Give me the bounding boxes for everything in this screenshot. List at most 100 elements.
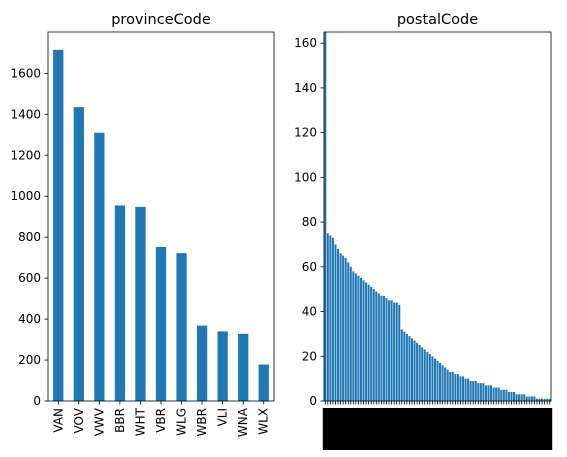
postal-x-tick-label-mark [332,408,338,450]
postal-x-tick-label-mark [404,408,410,450]
postal-x-tick-label-mark [386,408,392,450]
postal-bar [428,354,431,401]
postal-bar [324,32,327,401]
postal-bar [431,356,434,401]
postal-x-tick-label-mark [480,408,486,450]
postal-y-tick-label: 140 [294,81,317,95]
postal-bar [444,367,447,401]
postal-bar [541,398,544,401]
province-x-tick-label: WHT [133,407,147,436]
postal-x-tick-label-mark [491,408,497,450]
postal-x-tick-label-mark [340,408,346,450]
province-chart-title: provinceCode [111,12,211,28]
province-x-tick-label: BBR [113,408,127,433]
postal-bar [357,275,360,401]
postal-x-tick-label-mark [493,408,499,450]
postal-x-tick-label-mark [516,408,522,450]
postal-bar [500,389,503,401]
province-y-tick-label: 600 [18,271,41,285]
postal-bar [377,293,380,401]
postal-bar [548,398,551,401]
postal-x-tick-label-mark [437,408,443,450]
postal-x-tick-label-mark [424,408,430,450]
postal-x-tick-label-mark [470,408,476,450]
postal-bar [362,280,365,401]
postal-x-tick-label-mark [343,408,349,450]
postal-x-tick-label-mark [358,408,364,450]
postal-x-tick-label-mark [498,408,504,450]
postal-bar [482,383,485,401]
postal-x-tick-label-mark [544,408,550,450]
postal-bar [449,371,452,401]
postal-bar [395,302,398,401]
postal-bar [405,333,408,401]
province-bar [94,132,105,402]
postal-x-tick-label-mark [345,408,351,450]
postal-bar [426,351,429,401]
postal-bar [487,385,490,401]
province-x-tick-label: WLX [257,408,271,435]
postal-bar [388,300,391,401]
postal-bar [502,389,505,401]
postal-x-tick-label-mark [519,408,525,450]
postal-x-tick-label-mark [381,408,387,450]
postal-x-tick-label-mark [542,408,548,450]
postal-bar [515,394,518,401]
postal-bar [518,394,521,401]
postal-x-tick-label-mark [468,408,474,450]
postal-x-tick-label-mark [391,408,397,450]
postal-x-tick-label-mark [399,408,405,450]
postal-x-tick-label-mark [435,408,440,450]
postal-y-tick-label: 0 [309,394,317,408]
postal-bar [418,345,421,401]
postal-axes-frame [323,31,552,402]
postal-x-tick-label-mark [394,408,400,450]
postal-x-tick-label-mark [417,408,423,450]
postal-x-tick-label-mark [322,408,328,450]
postal-x-tick-label-mark [422,408,428,450]
postal-x-tick-label-mark [455,408,461,450]
postal-bar [538,398,541,401]
postal-bar [543,398,546,401]
postal-x-tick-label-mark [429,408,435,450]
postal-y-tick-label: 60 [302,260,317,274]
postal-bar [436,360,439,401]
postal-bar [451,371,454,401]
postal-x-tick-label-mark [355,408,361,450]
postal-bar [354,273,357,401]
postal-bar [349,266,352,401]
province-axes-frame [47,31,275,402]
postal-x-tick-label-mark [506,408,512,450]
postal-x-tick-label-mark [488,408,494,450]
postal-bar [505,389,508,401]
postal-x-tick-label-mark [503,408,509,450]
postal-x-tick-label-mark [450,408,456,450]
province-bar [238,333,249,401]
postal-bar [342,255,345,401]
postal-bar [535,398,538,401]
postal-x-tick-label-mark [361,408,367,450]
postal-bar [433,358,436,401]
postal-x-tick-label-mark [348,408,354,450]
province-bar [53,49,64,401]
postal-bar [385,298,388,401]
postal-x-tick-label-mark [521,408,527,450]
province-y-tick-label: 800 [18,230,41,244]
postal-chart-title: postalCode [397,12,478,28]
postal-y-tick-label: 40 [302,305,317,319]
postal-bar [413,340,416,401]
postal-bar [477,383,480,401]
postal-bar [380,295,383,401]
postal-x-tick-label-mark [529,408,535,450]
postal-x-tick-label-mark [447,408,453,450]
postal-y-tick-label: 160 [294,36,317,50]
postal-x-tick-label-mark [465,408,471,450]
postal-bar [439,362,442,401]
postal-x-tick-label-mark [371,408,377,450]
postal-bar [334,244,337,401]
postal-x-tick-label-mark [330,408,336,450]
postal-x-tick-label-mark [366,408,372,450]
postal-x-tick-label-mark [537,408,543,450]
postal-bar [528,396,531,401]
